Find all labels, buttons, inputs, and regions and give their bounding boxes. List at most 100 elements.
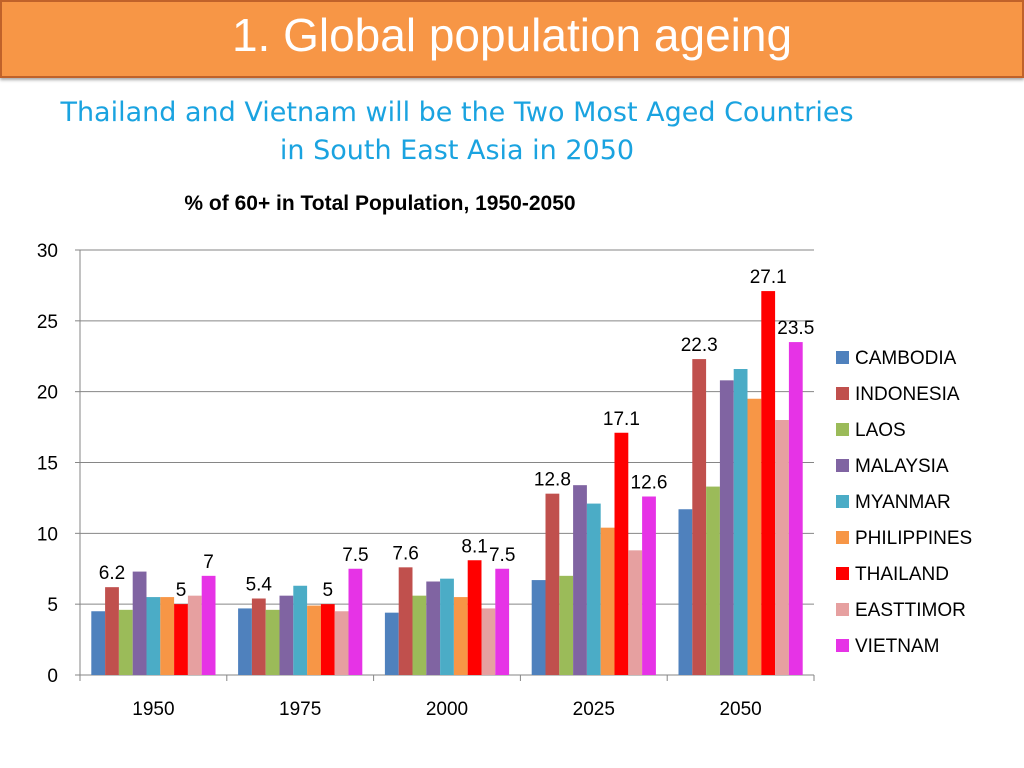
bar-indonesia-2000 [398, 567, 413, 675]
legend-label: LAOS [855, 420, 906, 441]
legend-label: MYANMAR [855, 492, 951, 513]
legend-label: MALAYSIA [855, 456, 949, 477]
slide-subtitle: Thailand and Vietnam will be the Two Mos… [0, 94, 914, 170]
legend-label: THAILAND [855, 564, 949, 585]
bar-cambodia-1950 [91, 611, 106, 675]
legend-label: PHILIPPINES [855, 528, 972, 549]
legend-label: CAMBODIA [855, 348, 957, 369]
y-tick-label: 25 [37, 312, 58, 333]
bar-easttimor-2050 [775, 420, 789, 675]
y-tick-label: 20 [37, 383, 58, 404]
subtitle-line-1: Thailand and Vietnam will be the Two Mos… [60, 97, 854, 128]
x-tick-label: 2050 [719, 699, 761, 720]
bar-malaysia-2000 [426, 581, 441, 675]
x-tick-label: 1975 [279, 699, 321, 720]
bar-philippines-2050 [747, 398, 762, 675]
y-tick-label: 15 [37, 454, 58, 475]
bar-philippines-2000 [453, 597, 468, 675]
bar-cambodia-1975 [238, 608, 252, 675]
bar-easttimor-2025 [628, 550, 643, 675]
data-label: 23.5 [777, 318, 814, 339]
bar-malaysia-2025 [573, 485, 587, 675]
legend-swatch [836, 495, 849, 508]
data-label: 7.6 [392, 543, 418, 564]
data-label: 5 [323, 580, 334, 601]
legend-label: EASTTIMOR [855, 600, 966, 621]
title-banner: 1. Global population ageing [0, 0, 1024, 78]
bar-thailand-1975 [320, 604, 335, 675]
legend-swatch [836, 459, 849, 472]
bar-philippines-2025 [600, 527, 615, 675]
bar-laos-2000 [412, 595, 427, 675]
y-tick-label: 5 [47, 595, 58, 616]
y-tick-label: 30 [37, 241, 58, 262]
bar-indonesia-2050 [692, 359, 707, 675]
bar-myanmar-2000 [440, 578, 454, 675]
bar-vietnam-2050 [788, 342, 803, 675]
bar-indonesia-2025 [545, 493, 560, 675]
bars [91, 291, 803, 675]
bar-laos-1975 [265, 609, 280, 675]
bar-malaysia-2050 [719, 380, 734, 675]
bar-laos-2025 [559, 575, 574, 675]
legend-swatch [836, 351, 849, 364]
legend: CAMBODIA INDONESIA LAOS MALAYSIA MYANMAR PHIL… [836, 348, 972, 657]
bar-thailand-2050 [761, 291, 776, 675]
y-tick-label: 0 [47, 666, 58, 687]
bar-myanmar-1950 [146, 597, 161, 675]
legend-swatch [836, 531, 849, 544]
bar-myanmar-2050 [733, 369, 748, 675]
data-label: 17.1 [603, 409, 640, 430]
bar-vietnam-1975 [348, 568, 363, 675]
chart-title: % of 60+ in Total Population, 1950-2050 [184, 192, 575, 215]
bar-vietnam-1950 [201, 575, 216, 675]
bar-thailand-1950 [174, 604, 188, 675]
data-label: 7.5 [342, 545, 368, 566]
data-label: 12.8 [534, 470, 571, 491]
bar-malaysia-1975 [279, 595, 294, 675]
legend-swatch [836, 603, 849, 616]
legend-swatch [836, 423, 849, 436]
bar-thailand-2000 [467, 560, 482, 675]
data-label: 8.1 [461, 536, 487, 557]
x-tick-label: 2025 [573, 699, 615, 720]
bar-vietnam-2000 [495, 568, 510, 675]
legend-label: INDONESIA [855, 384, 960, 405]
bar-myanmar-2025 [586, 503, 601, 675]
slide-title: 1. Global population ageing [231, 9, 793, 61]
y-tick-label: 10 [37, 524, 58, 545]
bar-easttimor-1950 [187, 595, 202, 675]
bar-easttimor-2000 [481, 608, 496, 675]
bar-malaysia-1950 [132, 571, 147, 675]
legend-swatch [836, 639, 849, 652]
bar-laos-1950 [118, 609, 133, 675]
bar-cambodia-2000 [384, 612, 399, 675]
bar-myanmar-1975 [293, 585, 308, 675]
data-label: 12.6 [631, 473, 668, 494]
x-tick-label: 1950 [132, 699, 174, 720]
data-label: 6.2 [99, 563, 125, 584]
data-label: 27.1 [750, 267, 787, 288]
legend-swatch [836, 387, 849, 400]
bar-indonesia-1950 [105, 587, 119, 675]
data-label: 7.5 [489, 545, 515, 566]
legend-label: VIETNAM [855, 636, 939, 657]
bar-thailand-2025 [614, 432, 629, 675]
data-label: 7 [203, 552, 214, 573]
x-tick-label: 2000 [426, 699, 468, 720]
bar-vietnam-2025 [642, 496, 656, 675]
bar-laos-2050 [706, 486, 720, 675]
subtitle-line-2: in South East Asia in 2050 [279, 135, 635, 166]
bar-indonesia-1975 [251, 598, 266, 675]
legend-swatch [836, 567, 849, 580]
bar-philippines-1975 [307, 605, 321, 675]
data-label: 5 [176, 580, 187, 601]
bar-philippines-1950 [160, 597, 175, 675]
bar-cambodia-2050 [678, 509, 693, 675]
data-label: 22.3 [681, 335, 718, 356]
data-label: 5.4 [246, 575, 273, 596]
bar-cambodia-2025 [531, 580, 546, 675]
bar-easttimor-1975 [334, 611, 349, 675]
